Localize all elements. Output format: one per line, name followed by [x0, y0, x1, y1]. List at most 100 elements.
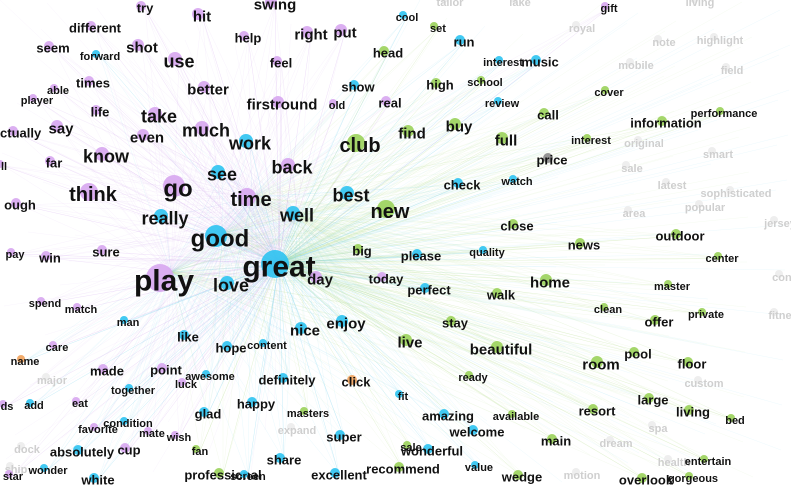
edge — [92, 82, 253, 198]
edge — [278, 250, 363, 264]
edge — [99, 111, 253, 198]
node-label: ll — [1, 161, 7, 173]
edge — [132, 232, 224, 391]
node-dot — [423, 444, 433, 454]
node-dot — [340, 186, 354, 200]
edge — [106, 215, 299, 372]
edge — [230, 196, 253, 286]
node-label: home — [530, 274, 570, 291]
node-label: high — [426, 78, 453, 93]
edge — [222, 84, 441, 234]
edge — [278, 262, 639, 355]
edge — [251, 196, 517, 417]
edge — [278, 245, 672, 264]
node-dot — [98, 364, 108, 374]
node-label: condition — [103, 418, 153, 430]
edge — [57, 131, 280, 264]
node-label: eat — [72, 398, 88, 410]
edge — [251, 3, 276, 198]
edge — [278, 9, 781, 264]
edge — [297, 215, 518, 227]
node-label: match — [65, 304, 98, 316]
edge — [278, 139, 592, 264]
word-node: pool — [624, 347, 651, 362]
edge — [222, 232, 288, 381]
node-label: sure — [92, 245, 119, 260]
edge — [278, 225, 518, 264]
node-dot — [588, 404, 598, 414]
word-node: right — [294, 26, 328, 43]
edge — [278, 262, 340, 476]
node-dot — [247, 397, 257, 407]
word-node: master — [654, 280, 691, 293]
edge — [6, 262, 280, 407]
faded-node-dot — [664, 455, 672, 463]
edge — [222, 232, 673, 287]
edge — [81, 215, 299, 453]
word-node: price — [536, 153, 567, 168]
edge — [278, 31, 346, 264]
edge — [3, 165, 253, 198]
node-label: spend — [29, 298, 61, 310]
edge — [105, 155, 299, 217]
word-node: screen — [230, 470, 266, 483]
edge — [222, 232, 723, 259]
edge — [222, 232, 404, 470]
edge — [278, 262, 660, 323]
node-dot — [301, 26, 313, 38]
node-label: main — [541, 434, 571, 449]
edge — [16, 132, 253, 198]
word-node: nice — [290, 322, 320, 339]
edge — [208, 262, 280, 452]
node-dot — [310, 271, 322, 283]
edge — [251, 196, 478, 433]
edge — [278, 262, 604, 356]
node-label: say — [48, 120, 74, 137]
node-dot — [540, 274, 552, 286]
node-label: click — [342, 375, 372, 390]
word-node: help — [235, 31, 262, 46]
node-dot — [7, 248, 15, 256]
edge — [53, 162, 224, 234]
edge — [79, 215, 299, 404]
edge — [278, 262, 694, 479]
edge — [251, 196, 673, 287]
edge — [81, 232, 224, 453]
edge — [278, 61, 541, 264]
edge — [207, 215, 299, 415]
edge — [222, 232, 249, 477]
edge — [27, 231, 280, 264]
edge — [170, 173, 223, 273]
edge — [278, 179, 788, 264]
edge — [222, 232, 609, 310]
word-node: even — [130, 129, 164, 146]
edge — [199, 262, 280, 452]
node-label: know — [83, 146, 130, 166]
node-label: fit — [398, 391, 409, 403]
word-node: available — [493, 410, 539, 423]
edge — [178, 65, 280, 264]
node-label: price — [536, 153, 567, 168]
edge — [297, 215, 517, 417]
node-label: bed — [725, 415, 745, 427]
edge — [249, 142, 253, 198]
node-dot — [637, 473, 647, 483]
edge — [251, 102, 503, 198]
edge — [251, 196, 412, 448]
edge — [278, 262, 784, 361]
word-node: care — [46, 341, 68, 354]
edge — [72, 81, 280, 264]
edge — [245, 173, 280, 264]
edge — [151, 262, 280, 434]
edge — [146, 136, 280, 264]
node-dot — [336, 315, 348, 327]
edge — [278, 262, 567, 303]
edge — [207, 262, 280, 415]
edge — [297, 215, 709, 462]
edge — [222, 232, 647, 481]
edge — [278, 262, 449, 417]
edge — [139, 189, 280, 264]
edge — [169, 89, 280, 264]
edge — [127, 196, 253, 323]
